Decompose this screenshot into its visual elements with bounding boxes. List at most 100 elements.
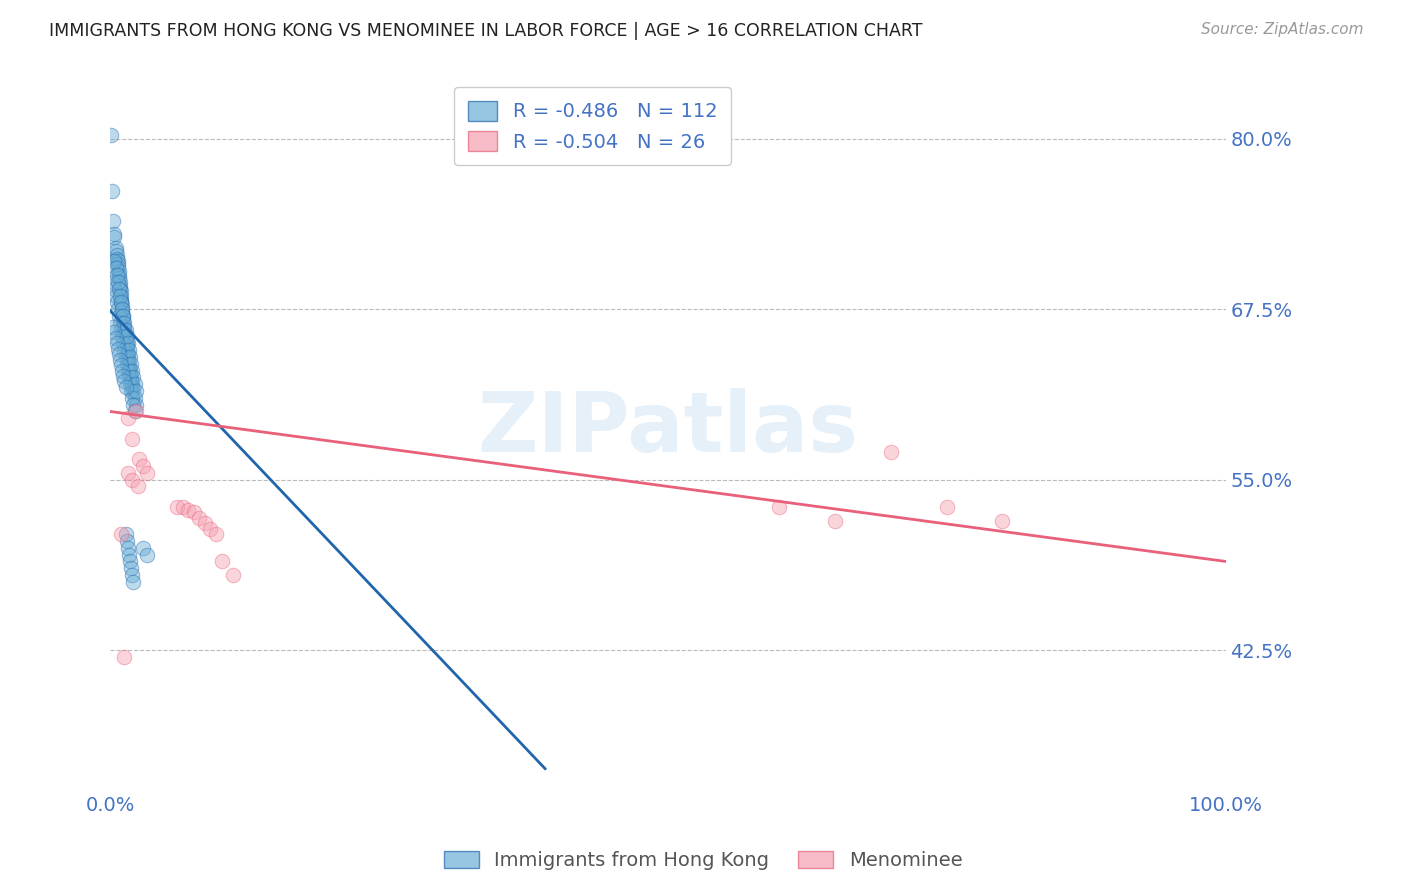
- Point: [114, 375, 136, 389]
- Point: [104, 288, 127, 302]
- Point: [105, 268, 128, 282]
- Point: [108, 275, 131, 289]
- Point: [768, 500, 790, 514]
- Point: [100, 128, 122, 142]
- Legend: R = -0.486   N = 112, R = -0.504   N = 26: R = -0.486 N = 112, R = -0.504 N = 26: [454, 87, 731, 165]
- Point: [108, 309, 131, 323]
- Point: [110, 527, 132, 541]
- Point: [124, 384, 146, 398]
- Point: [118, 360, 141, 375]
- Point: [110, 295, 132, 310]
- Point: [103, 230, 125, 244]
- Point: [117, 363, 139, 377]
- Point: [121, 568, 143, 582]
- Point: [112, 316, 135, 330]
- Point: [120, 350, 142, 364]
- Point: [108, 270, 131, 285]
- Point: [108, 316, 131, 330]
- Point: [117, 347, 139, 361]
- Point: [121, 377, 143, 392]
- Point: [121, 363, 143, 377]
- Point: [115, 357, 138, 371]
- Point: [135, 548, 157, 562]
- Legend: Immigrants from Hong Kong, Menominee: Immigrants from Hong Kong, Menominee: [436, 843, 970, 878]
- Point: [194, 516, 217, 531]
- Point: [108, 347, 131, 361]
- Point: [105, 248, 128, 262]
- Point: [117, 411, 139, 425]
- Point: [108, 352, 131, 367]
- Point: [117, 352, 139, 367]
- Point: [824, 514, 846, 528]
- Point: [124, 398, 146, 412]
- Point: [114, 527, 136, 541]
- Point: [121, 473, 143, 487]
- Point: [110, 295, 132, 310]
- Point: [103, 213, 125, 227]
- Point: [112, 311, 135, 326]
- Point: [205, 527, 228, 541]
- Point: [112, 336, 135, 351]
- Point: [121, 432, 143, 446]
- Point: [124, 404, 146, 418]
- Point: [112, 369, 135, 384]
- Text: IMMIGRANTS FROM HONG KONG VS MENOMINEE IN LABOR FORCE | AGE > 16 CORRELATION CHA: IMMIGRANTS FROM HONG KONG VS MENOMINEE I…: [49, 22, 922, 40]
- Point: [105, 295, 128, 310]
- Point: [114, 316, 136, 330]
- Text: Source: ZipAtlas.com: Source: ZipAtlas.com: [1201, 22, 1364, 37]
- Point: [935, 500, 957, 514]
- Point: [120, 375, 142, 389]
- Point: [135, 466, 157, 480]
- Point: [108, 282, 131, 296]
- Point: [117, 541, 139, 555]
- Point: [172, 500, 194, 514]
- Point: [124, 377, 146, 392]
- Point: [132, 541, 155, 555]
- Point: [880, 445, 903, 459]
- Point: [111, 363, 134, 377]
- Point: [114, 350, 136, 364]
- Point: [107, 275, 129, 289]
- Point: [132, 458, 155, 473]
- Point: [111, 329, 134, 343]
- Point: [111, 302, 134, 317]
- Point: [114, 323, 136, 337]
- Point: [104, 241, 127, 255]
- Point: [107, 342, 129, 356]
- Point: [110, 293, 132, 307]
- Point: [114, 323, 136, 337]
- Point: [120, 377, 142, 392]
- Point: [107, 257, 129, 271]
- Point: [211, 554, 233, 568]
- Point: [104, 331, 127, 345]
- Point: [111, 298, 134, 312]
- Point: [112, 309, 135, 323]
- Point: [108, 268, 131, 282]
- Point: [105, 252, 128, 266]
- Point: [115, 343, 138, 357]
- Point: [104, 261, 127, 276]
- Point: [111, 305, 134, 319]
- Point: [124, 404, 146, 418]
- Point: [120, 363, 142, 377]
- Point: [120, 370, 142, 384]
- Point: [188, 510, 211, 524]
- Point: [120, 561, 142, 575]
- Point: [103, 227, 125, 242]
- Point: [103, 320, 125, 334]
- Point: [991, 514, 1014, 528]
- Point: [120, 357, 142, 371]
- Point: [107, 260, 129, 274]
- Point: [114, 320, 136, 334]
- Point: [200, 522, 222, 536]
- Point: [122, 370, 145, 384]
- Point: [103, 254, 125, 268]
- Point: [117, 350, 139, 364]
- Point: [118, 548, 141, 562]
- Point: [121, 391, 143, 405]
- Point: [128, 452, 150, 467]
- Point: [117, 336, 139, 351]
- Point: [115, 336, 138, 351]
- Point: [117, 466, 139, 480]
- Point: [110, 323, 132, 337]
